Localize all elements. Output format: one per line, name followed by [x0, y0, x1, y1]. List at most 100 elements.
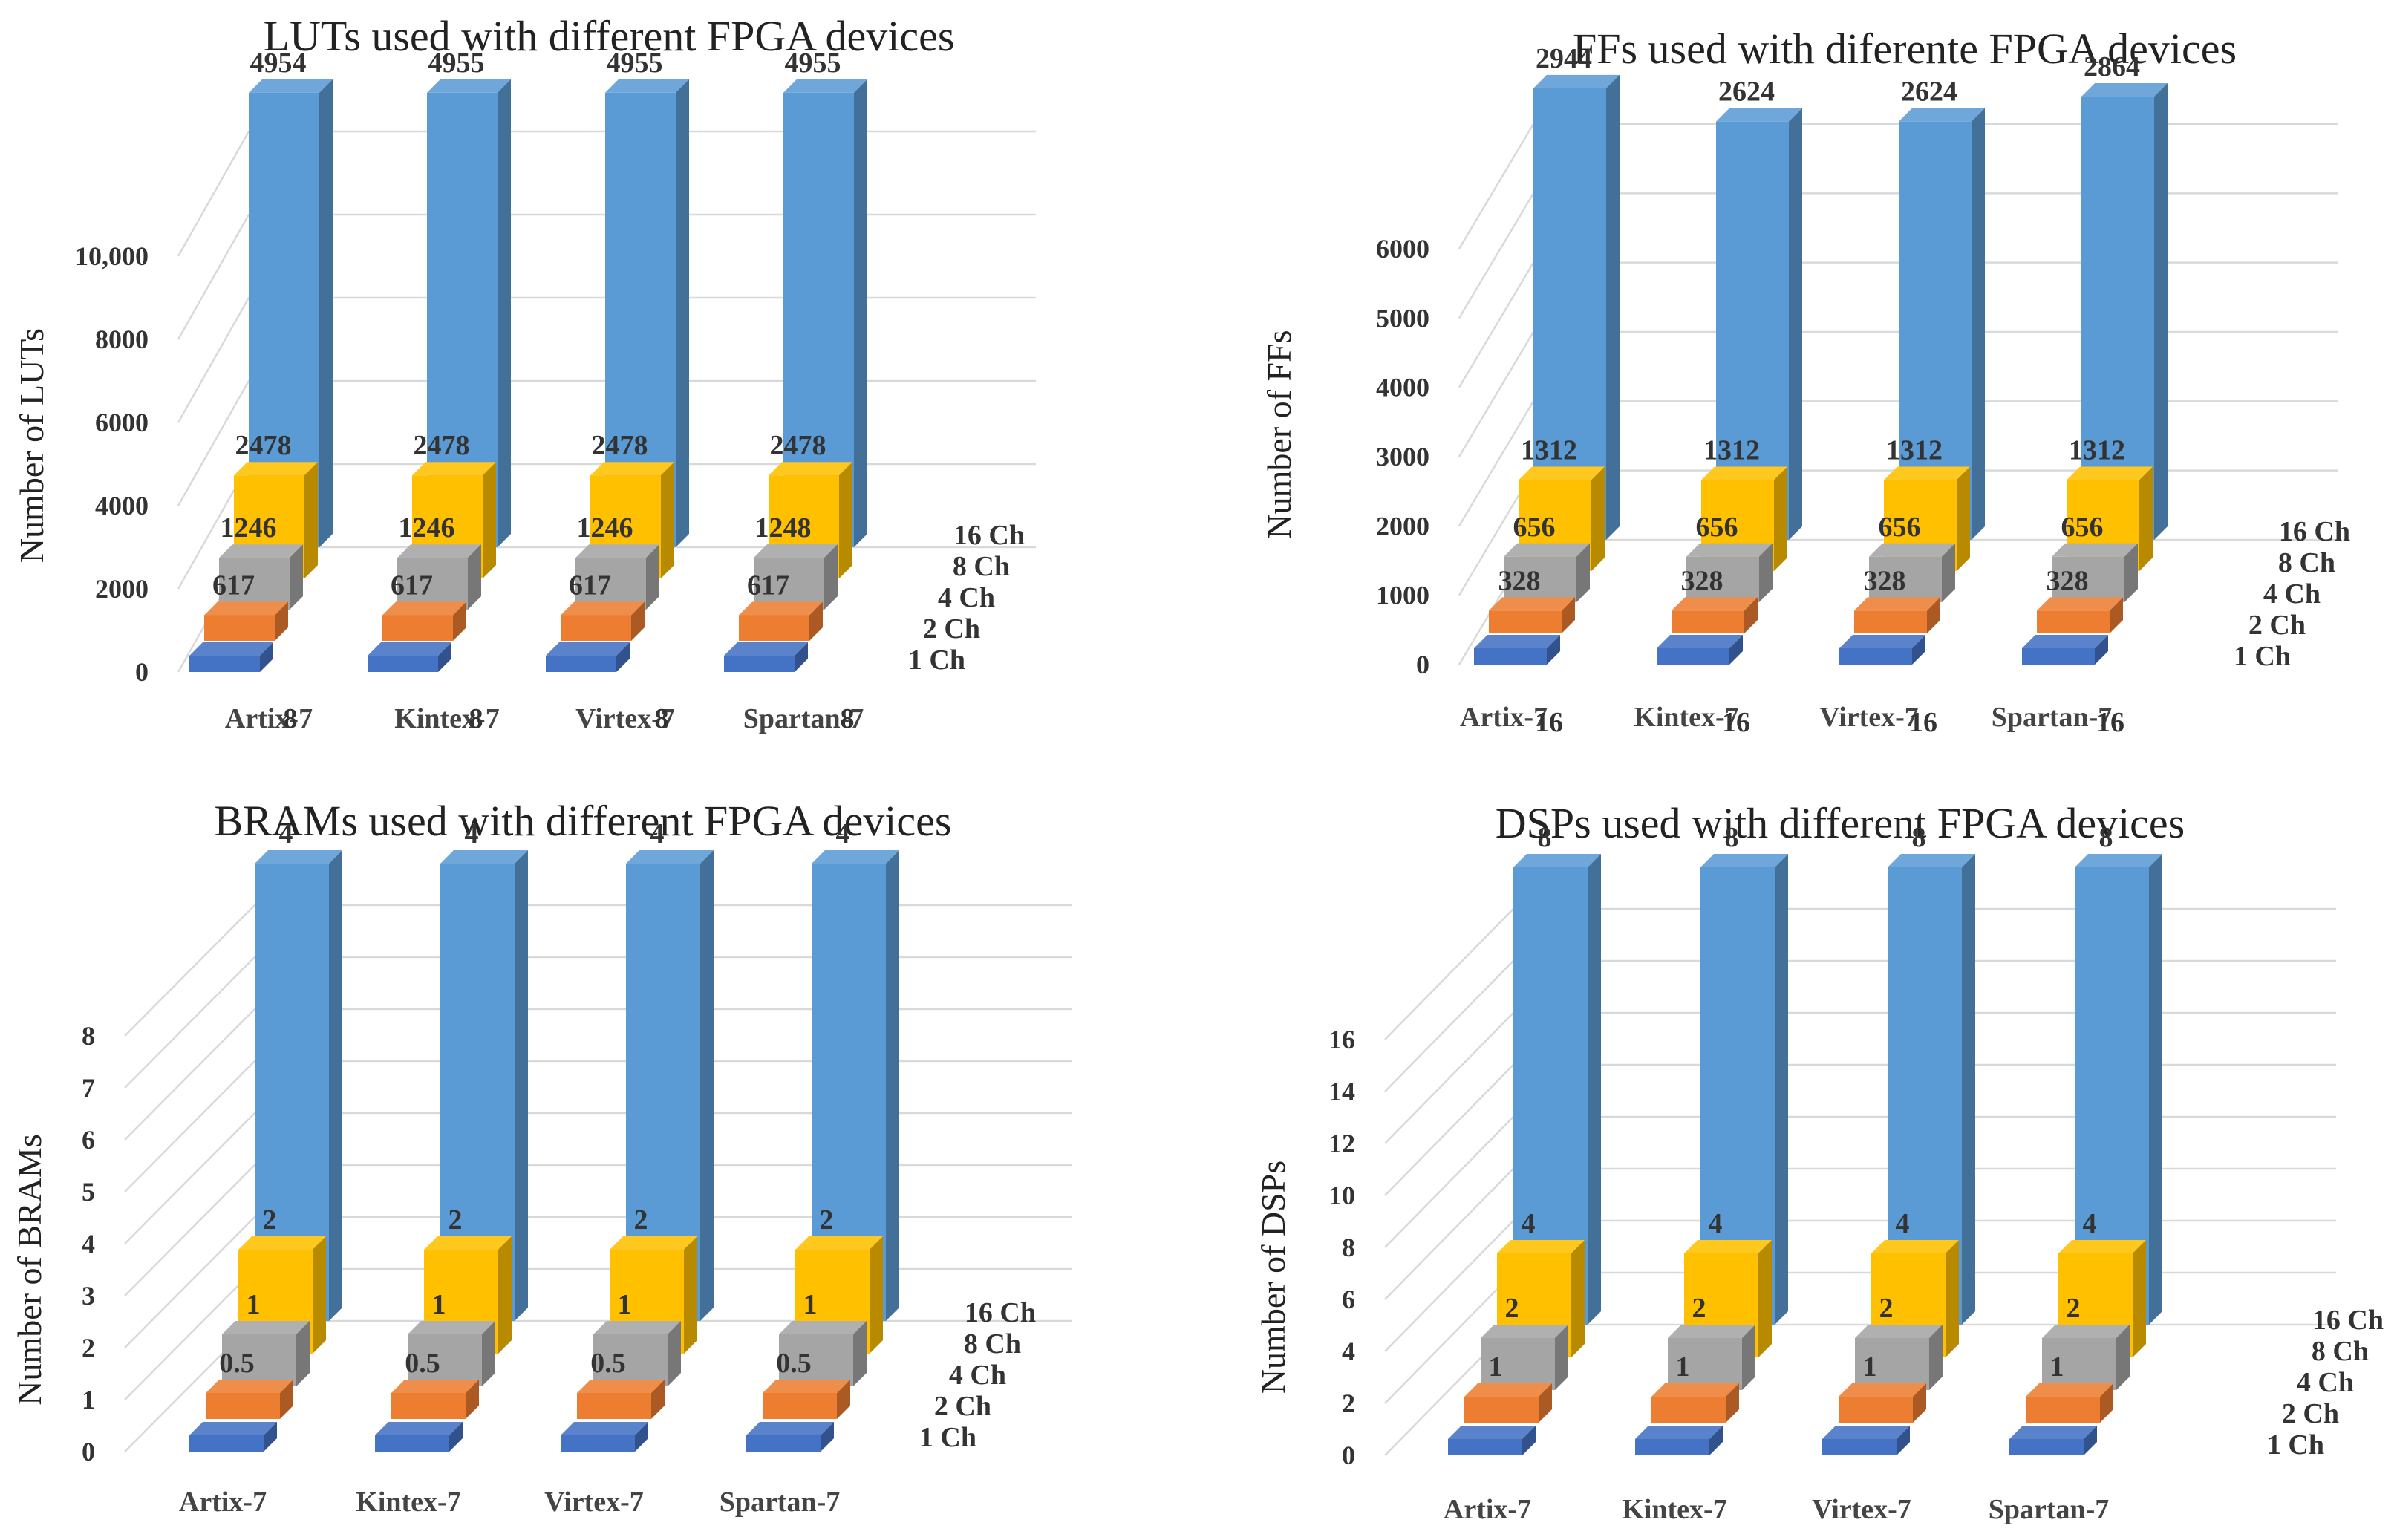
- bar-top: [1519, 466, 1605, 480]
- bar-1-ch: [189, 1422, 277, 1452]
- bar-2-ch: [763, 1380, 850, 1419]
- bar-side: [700, 850, 714, 1321]
- series-axis-label: 16 Ch: [965, 1297, 1036, 1328]
- data-label: 2: [1692, 1293, 1706, 1324]
- bar-side: [616, 642, 630, 672]
- bar-front: [1839, 1397, 1913, 1423]
- bar-side: [515, 850, 528, 1321]
- data-label: 2: [634, 1204, 648, 1236]
- top-data-label: 16: [1722, 707, 1750, 738]
- bar-front: [779, 1334, 853, 1386]
- series-axis-label: 8 Ch: [964, 1328, 1021, 1360]
- x-tick-label: Kintex-7: [1622, 1494, 1726, 1525]
- series-axis-label: 1 Ch: [908, 645, 965, 676]
- bar-top: [1481, 1325, 1568, 1338]
- bar-top: [2022, 635, 2108, 648]
- bar-1-ch: [1448, 1426, 1536, 1455]
- data-label: 2: [1505, 1293, 1519, 1324]
- y-tick-label: 8000: [95, 324, 149, 354]
- bar-top: [1668, 1325, 1755, 1338]
- bar-top: [1672, 597, 1758, 611]
- bar-top: [1822, 1426, 1910, 1439]
- bar-top: [1684, 1240, 1772, 1253]
- bar-side: [1539, 1383, 1552, 1423]
- x-tick-label: Virtex-7: [1812, 1494, 1911, 1525]
- chart-title: LUTs used with different FPGA devices: [264, 12, 955, 60]
- bar-side: [1562, 597, 1575, 633]
- bar-front: [561, 1435, 635, 1452]
- bar-side: [684, 1236, 697, 1354]
- bar-4-ch: [408, 1321, 495, 1386]
- data-label: 2: [820, 1204, 834, 1236]
- bar-front: [1822, 1439, 1897, 1455]
- data-label: 2478: [770, 430, 826, 461]
- bar-side: [1588, 854, 1601, 1325]
- bar-front: [2052, 556, 2124, 602]
- chart-panel-4: DSPs used with different FPGA devices Num…: [1254, 707, 2384, 1525]
- bar-1-ch: [189, 642, 273, 672]
- x-tick-label: Spartan-7: [1989, 1494, 2110, 1525]
- series-axis-label: 4 Ch: [2263, 578, 2321, 610]
- series-axis-label: 8 Ch: [2312, 1336, 2369, 1367]
- bar-top: [2042, 1325, 2130, 1338]
- bar-top: [1884, 466, 1970, 480]
- y-tick-label: 4000: [1376, 373, 1429, 402]
- bar-4-ch: [1686, 543, 1773, 602]
- series-axis-label: 4 Ch: [949, 1360, 1006, 1391]
- bar-top: [724, 642, 808, 656]
- bar-1-ch: [1822, 1426, 1910, 1455]
- bar-4-ch: [779, 1321, 867, 1386]
- bar-1-ch: [2009, 1426, 2097, 1455]
- bar-16-ch: [2081, 83, 2168, 541]
- top-data-label: 16: [1535, 707, 1563, 738]
- bar-side: [329, 850, 342, 1321]
- bar-top: [1504, 543, 1590, 557]
- y-tick-label: 6: [1342, 1285, 1355, 1314]
- data-label: 328: [1864, 565, 1906, 596]
- bar-top: [255, 850, 342, 864]
- y-tick-label: 6000: [1376, 234, 1429, 264]
- bar-front: [1657, 648, 1729, 665]
- bar-front: [1489, 610, 1562, 633]
- bar-side: [886, 850, 899, 1321]
- bar-side: [2100, 1383, 2113, 1423]
- bar-4-ch: [1855, 1325, 1943, 1390]
- bar-4-ch: [219, 544, 303, 610]
- bar-4-ch: [1481, 1325, 1568, 1390]
- bar-top: [1716, 108, 1802, 122]
- y-tick-label: 2000: [95, 574, 149, 604]
- bar-1-ch: [546, 642, 630, 672]
- bar-side: [290, 544, 303, 610]
- bar-front: [739, 615, 809, 641]
- bar-top: [2037, 597, 2123, 611]
- bar-side: [453, 601, 466, 641]
- bar-top: [189, 642, 273, 656]
- bar-side: [1957, 466, 1970, 571]
- data-label: 2478: [414, 430, 470, 461]
- x-tick-label: Artix-7: [1444, 1494, 1531, 1525]
- bar-side: [319, 79, 333, 547]
- chart-panel-1: LUTs used with different FPGA devices Num…: [13, 12, 1036, 734]
- data-label: 1312: [1521, 435, 1577, 466]
- bar-top: [1497, 1240, 1585, 1253]
- bar-side: [2084, 1426, 2097, 1455]
- x-tick-label: Spartan-7: [720, 1487, 841, 1518]
- bar-side: [646, 544, 659, 610]
- data-label: 4: [1896, 1208, 1910, 1239]
- bar-front: [575, 558, 646, 610]
- bar-side: [260, 642, 273, 672]
- bar-top: [368, 642, 451, 656]
- y-axis-title: Number of FFs: [1260, 330, 1298, 538]
- x-tick-label: Artix-7: [225, 703, 313, 734]
- bar-side: [1929, 1325, 1943, 1390]
- y-tick-label: 3: [82, 1281, 95, 1311]
- bar-front: [219, 558, 290, 610]
- bar-side: [854, 79, 867, 547]
- data-label: 4: [1522, 1208, 1536, 1239]
- bar-side: [676, 79, 689, 547]
- x-tick-label: Virtex-7: [1819, 702, 1919, 733]
- bar-top: [1701, 466, 1787, 480]
- y-tick-label: 8: [82, 1021, 95, 1051]
- y-tick-label: 2: [1342, 1389, 1355, 1418]
- bar-front: [1474, 648, 1547, 665]
